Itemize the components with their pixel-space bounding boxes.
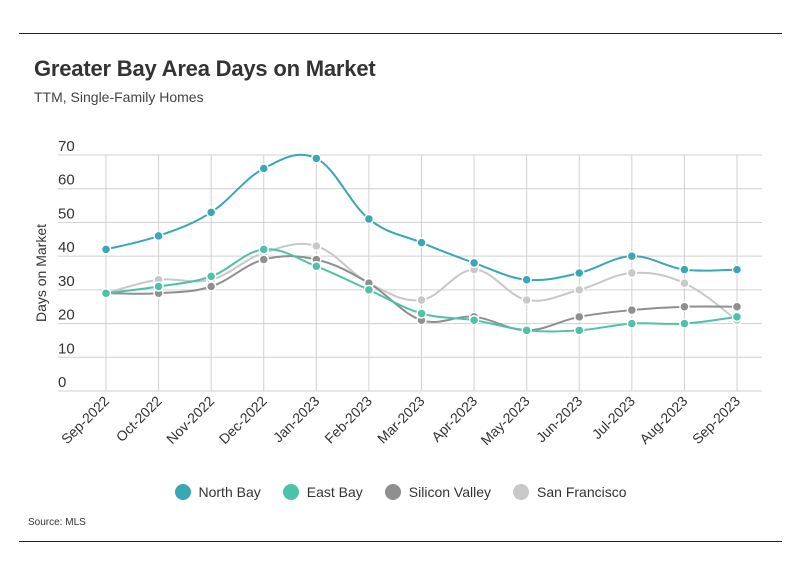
data-point-north-bay [363, 213, 375, 225]
data-point-north-bay [468, 257, 480, 269]
data-point-silicon-valley [679, 301, 690, 312]
x-tick-label: Jan-2023 [270, 393, 323, 446]
data-point-north-bay [205, 207, 217, 218]
y-tick-label: 10 [58, 340, 75, 357]
data-point-east-bay [258, 244, 269, 255]
x-tick-label: Oct-2022 [113, 393, 165, 445]
data-point-east-bay [679, 318, 690, 329]
x-tick-label: Aug-2023 [636, 393, 690, 447]
data-point-north-bay [626, 250, 638, 262]
y-tick-label: 60 [58, 172, 75, 189]
y-tick-label: 70 [58, 138, 75, 155]
legend-label: Silicon Valley [408, 484, 492, 500]
legend-marker-east-bay [282, 484, 299, 500]
chart-title: Greater Bay Area Days on Market [34, 56, 376, 81]
data-point-north-bay [521, 274, 532, 285]
x-tick-label: Feb-2023 [321, 393, 375, 447]
data-point-silicon-valley [205, 281, 217, 292]
data-point-silicon-valley [574, 311, 585, 323]
legend-marker-silicon-valley [384, 484, 401, 500]
y-axis-label: Days on Market [33, 224, 49, 322]
data-point-north-bay [153, 230, 164, 242]
data-point-east-bay [521, 325, 532, 336]
data-point-east-bay [416, 308, 427, 319]
data-point-silicon-valley [258, 254, 269, 265]
x-tick-label: Jun-2023 [533, 393, 586, 446]
data-point-north-bay [731, 264, 743, 275]
data-point-east-bay [574, 325, 585, 336]
x-tick-label: Jul-2023 [589, 393, 638, 442]
y-tick-label: 30 [58, 273, 75, 290]
x-tick-label: Sep-2023 [689, 393, 743, 447]
x-tick-label: Mar-2023 [374, 393, 428, 447]
data-point-east-bay [311, 261, 322, 272]
data-point-silicon-valley [731, 301, 743, 312]
chart-subtitle: TTM, Single-Family Homes [34, 89, 204, 105]
data-point-east-bay [363, 284, 375, 296]
data-point-east-bay [205, 271, 217, 282]
x-tick-label: Sep-2022 [58, 393, 112, 447]
data-point-east-bay [731, 311, 743, 323]
data-point-north-bay [311, 153, 322, 164]
data-point-east-bay [626, 318, 638, 329]
legend-label: San Francisco [537, 484, 627, 500]
y-tick-label: 50 [58, 205, 75, 222]
data-point-san-francisco [679, 277, 690, 289]
data-point-san-francisco [626, 267, 638, 279]
legend-item-silicon-valley: Silicon Valley [384, 484, 492, 500]
x-tick-label: May-2023 [477, 393, 532, 448]
data-point-san-francisco [311, 240, 322, 252]
data-point-east-bay [153, 281, 164, 292]
legend-item-san-francisco: San Francisco [513, 484, 627, 500]
legend-marker-san-francisco [513, 484, 530, 500]
data-point-east-bay [100, 287, 112, 299]
top-rule [19, 33, 782, 34]
legend-label: East Bay [306, 484, 363, 500]
data-point-north-bay [258, 163, 269, 174]
bottom-rule [19, 541, 782, 542]
data-point-east-bay [468, 314, 480, 326]
data-point-silicon-valley [626, 304, 638, 316]
legend-marker-north-bay [174, 484, 191, 500]
data-point-san-francisco [521, 294, 532, 306]
data-point-north-bay [416, 237, 427, 248]
data-point-north-bay [574, 267, 585, 279]
data-point-north-bay [100, 244, 112, 255]
data-point-san-francisco [574, 284, 585, 296]
legend-label: North Bay [198, 484, 261, 500]
y-tick-label: 40 [58, 239, 75, 256]
x-tick-label: Dec-2022 [216, 393, 270, 447]
x-tick-label: Nov-2022 [163, 393, 217, 447]
source-note: Source: MLS [28, 517, 86, 528]
x-tick-label: Apr-2023 [428, 393, 480, 445]
legend-item-east-bay: East Bay [282, 484, 363, 500]
y-tick-label: 0 [58, 374, 66, 391]
y-tick-label: 20 [58, 307, 75, 324]
chart-legend: North Bay East Bay Silicon Valley San Franc… [0, 484, 801, 500]
data-point-san-francisco [416, 294, 427, 306]
data-point-north-bay [679, 264, 690, 275]
legend-item-north-bay: North Bay [174, 484, 261, 500]
